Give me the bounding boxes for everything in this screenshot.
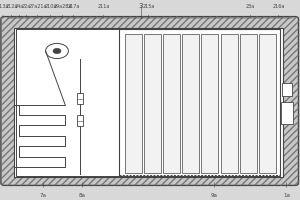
Bar	[220, 34, 238, 173]
Text: 23a: 23a	[246, 4, 255, 18]
Bar	[281, 102, 293, 124]
Bar	[14, 28, 283, 177]
Bar	[76, 115, 83, 126]
Circle shape	[53, 48, 61, 54]
Bar	[144, 34, 161, 173]
Text: 210a: 210a	[44, 4, 57, 18]
Text: 29a28a: 29a28a	[53, 4, 72, 18]
Text: 216a: 216a	[272, 4, 285, 18]
Text: 217a: 217a	[67, 4, 80, 18]
Bar	[282, 83, 292, 96]
Text: 24a: 24a	[15, 4, 24, 18]
Text: 7a: 7a	[40, 183, 47, 198]
Text: 22a: 22a	[22, 4, 31, 18]
Bar	[259, 34, 276, 173]
Text: 212a: 212a	[5, 4, 18, 18]
Text: 211a: 211a	[97, 4, 110, 18]
Text: 1a: 1a	[283, 183, 290, 198]
Bar	[163, 34, 180, 173]
Text: 213a: 213a	[0, 4, 9, 18]
Bar	[201, 34, 218, 173]
Bar	[124, 34, 142, 173]
Text: 8a: 8a	[79, 183, 86, 198]
Bar	[119, 29, 280, 176]
Bar	[16, 29, 119, 176]
Text: 9a: 9a	[211, 183, 218, 198]
Text: 215a: 215a	[142, 4, 155, 18]
Bar	[240, 34, 257, 173]
Bar	[182, 34, 199, 173]
Text: 27a21a: 27a21a	[28, 4, 47, 18]
Text: 3: 3	[139, 3, 143, 9]
Circle shape	[46, 43, 68, 59]
FancyBboxPatch shape	[1, 17, 298, 185]
Bar	[76, 93, 83, 104]
